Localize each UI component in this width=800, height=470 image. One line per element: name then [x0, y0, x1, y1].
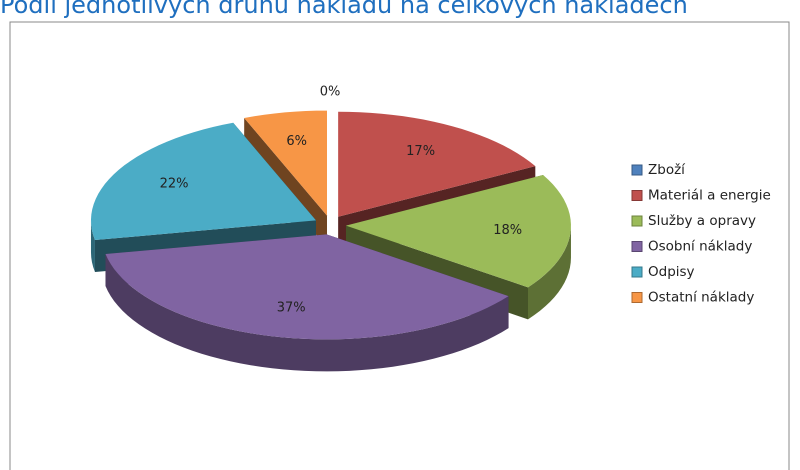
- legend-swatch: [631, 215, 643, 227]
- legend-label: Ostatní náklady: [648, 290, 754, 306]
- slice: [90, 122, 316, 241]
- chart-title: Podíl jednotlivých druhů nákladů na celk…: [0, 0, 688, 19]
- slice-side: [90, 220, 95, 273]
- data-label: 6%: [286, 134, 307, 149]
- legend-label: Materiál a energie: [648, 188, 771, 204]
- slice-side: [527, 225, 571, 320]
- legend-swatch: [631, 241, 643, 252]
- data-label: 22%: [160, 176, 189, 191]
- slice: [345, 175, 571, 288]
- legend-label: Odpisy: [648, 264, 695, 280]
- slice: [105, 234, 509, 340]
- data-label: 17%: [406, 144, 435, 159]
- slice: [244, 110, 328, 216]
- data-label: 37%: [277, 301, 306, 316]
- slice: [338, 111, 536, 217]
- legend-swatch: [631, 190, 643, 201]
- legend-swatch: [631, 292, 643, 303]
- legend-label: Služby a opravy: [648, 213, 756, 229]
- slice-side: [105, 254, 509, 372]
- data-label: 0%: [320, 84, 341, 99]
- legend-swatch: [631, 164, 643, 176]
- legend-label: Zboží: [648, 162, 686, 178]
- legend-label: Osobní náklady: [648, 239, 752, 255]
- data-label: 18%: [493, 223, 522, 238]
- legend-swatch: [631, 266, 643, 278]
